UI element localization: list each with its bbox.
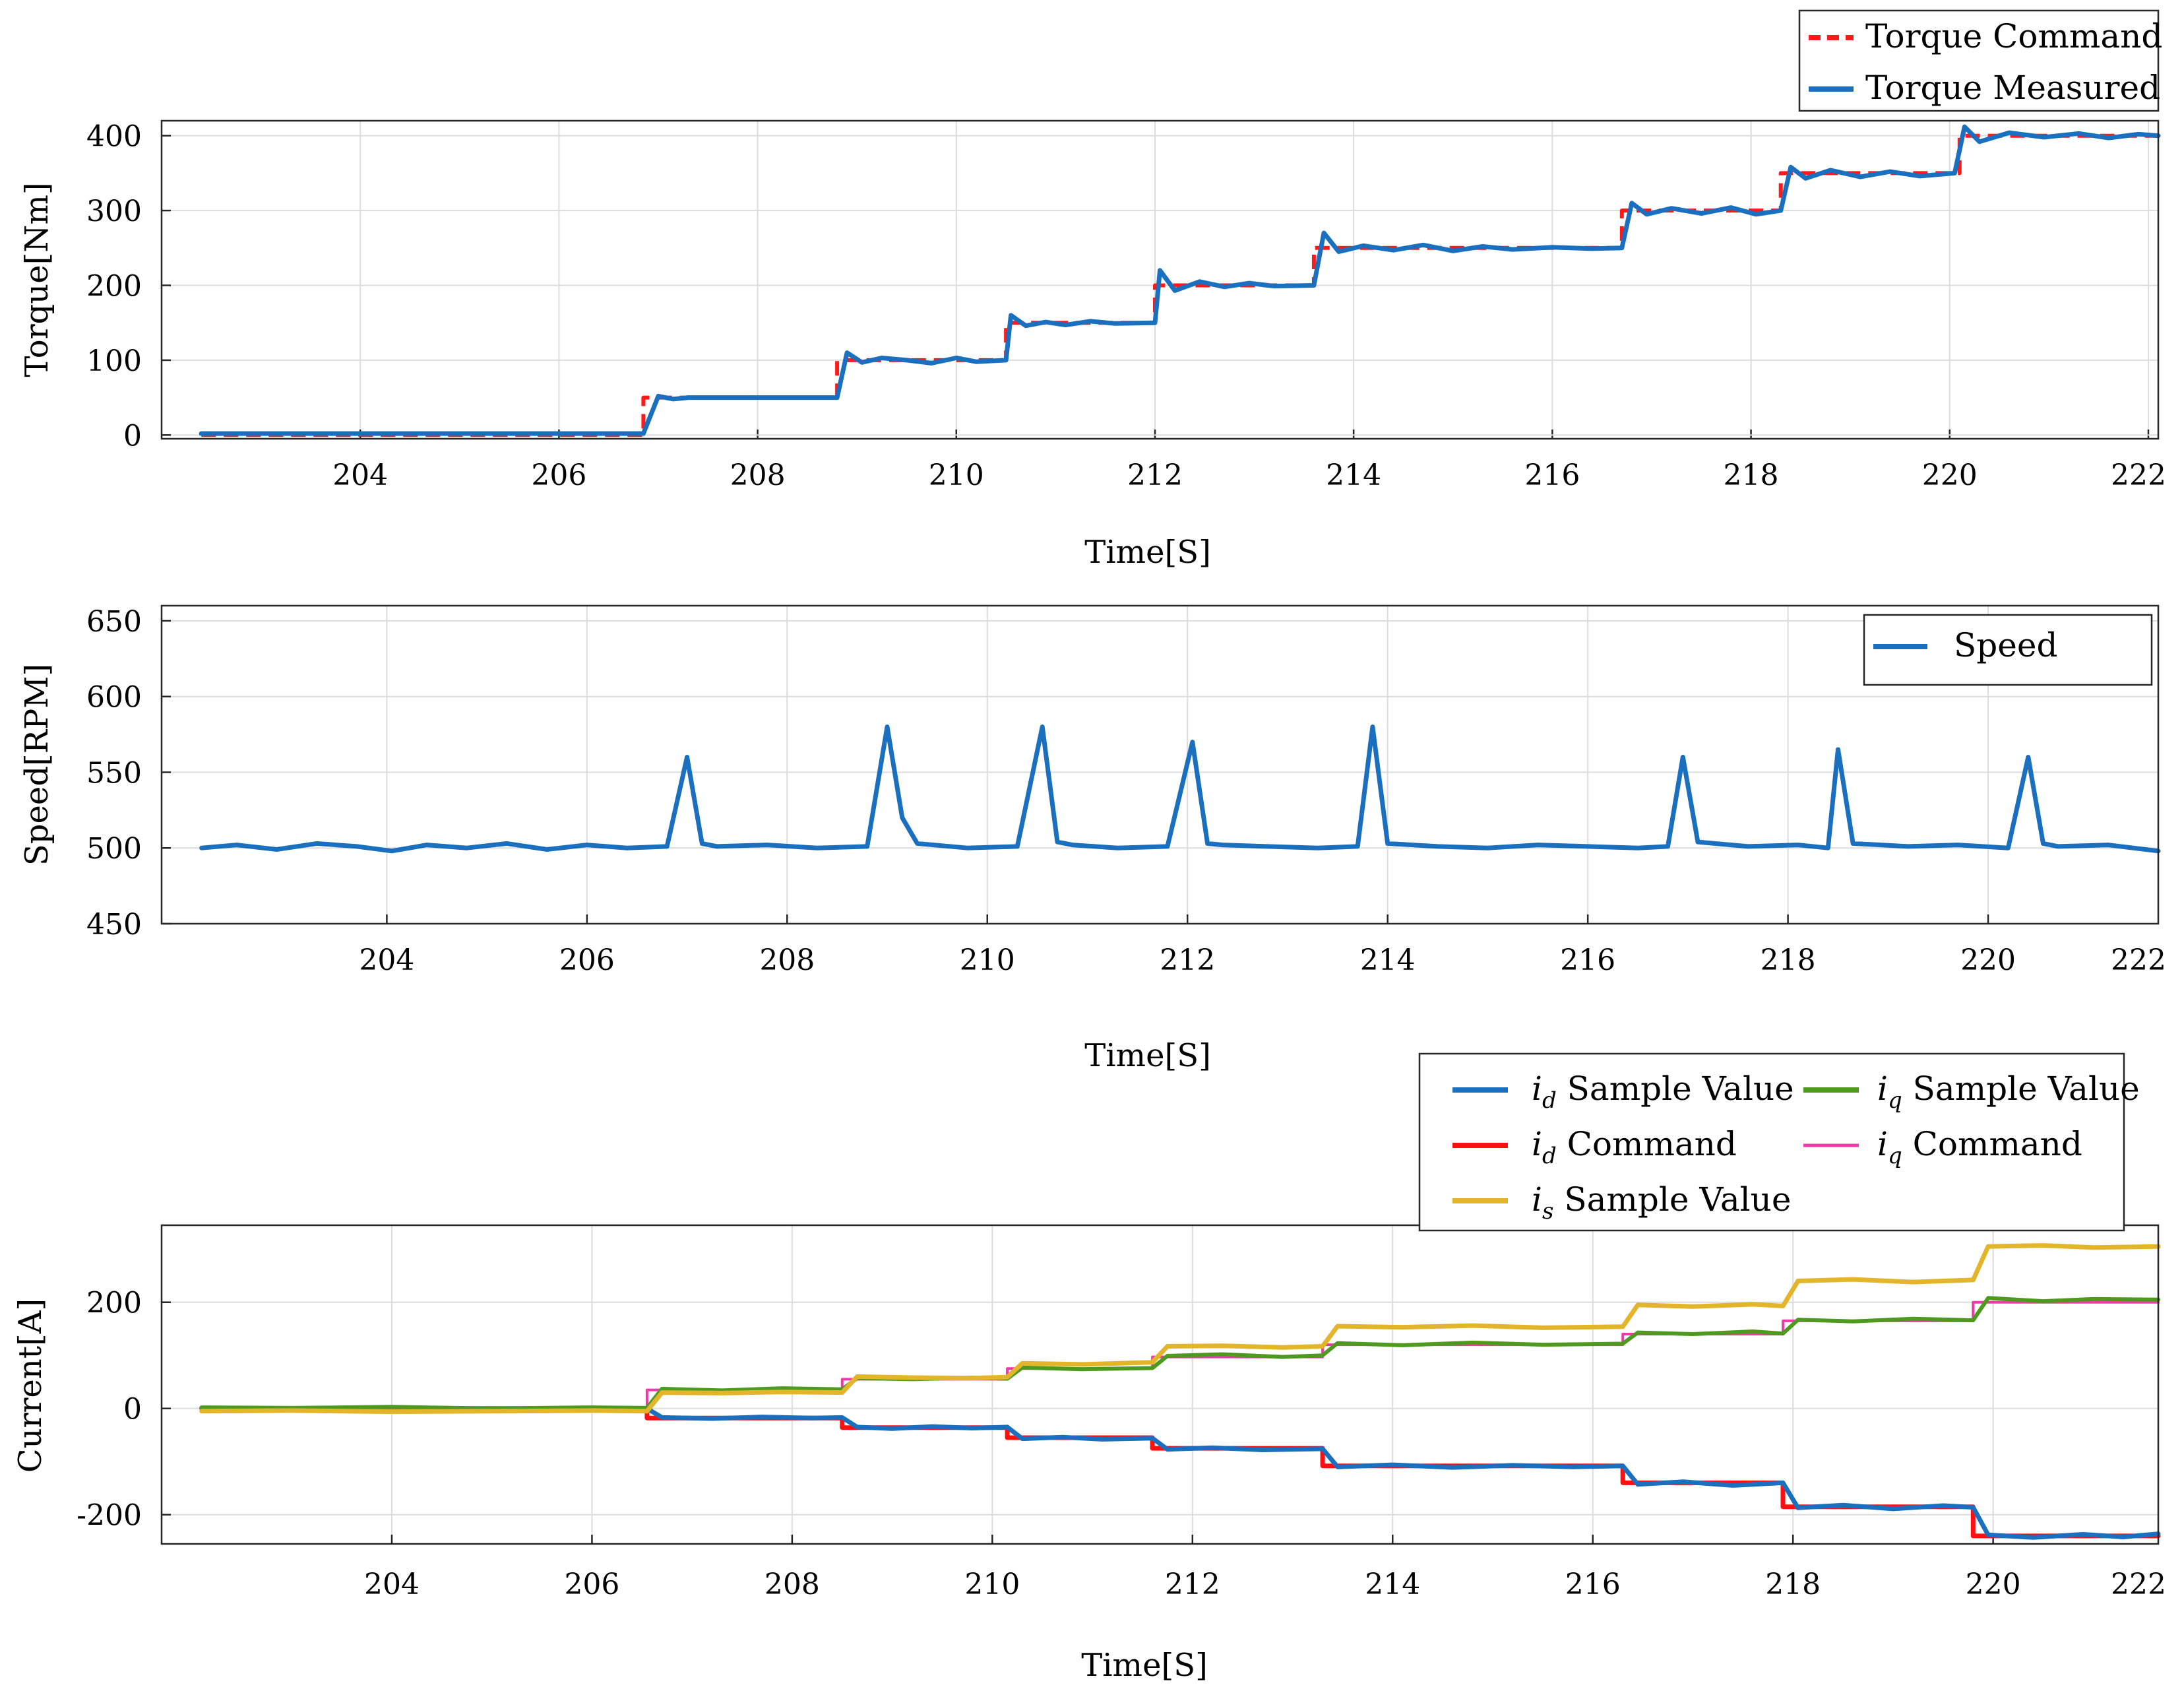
torque-panel: 204 206 208 210 212 214 216 218 220 222 0 100 200 300… [18,9,2166,571]
speed-ylabel: Speed[RPM] [18,664,55,866]
torque-series [199,124,2161,437]
speed-xtick-208: 208 [759,943,815,977]
torque-xtick-214: 214 [1326,459,1381,492]
speed-xtick-212: 212 [1160,943,1215,977]
speed-legend-label: Speed [1954,626,2057,664]
speed-xtick-204: 204 [359,943,414,977]
torque-xtick-218: 218 [1724,459,1779,492]
current-ytick-0: 0 [123,1393,142,1426]
torque-ytick-200: 200 [86,270,142,304]
current-series-id-s [199,1405,2161,1540]
current-xtick-204: 204 [364,1568,420,1601]
current-series [199,1243,2161,1540]
speed-legend-box [1863,614,2153,686]
speed-xtick-214: 214 [1360,943,1416,977]
speed-plot-frame [160,604,2160,925]
id-command-legend-label: id Command [1532,1125,1737,1169]
torque-legend-box [1798,9,2160,112]
current-xtick-212: 212 [1165,1568,1220,1601]
current-ylabel: Current[A] [12,1298,49,1473]
torque-legend: Torque Command Torque Measured [1798,9,2162,112]
torque-plot-frame [160,119,2160,440]
current-ytick--200: -200 [77,1499,142,1533]
speed-xtick-210: 210 [960,943,1015,977]
current-tick-labels: 204 206 208 210 212 214 216 218 220 222 -200 0 200 [77,1287,2166,1601]
current-gridlines [162,1225,2158,1544]
current-xtick-214: 214 [1365,1568,1420,1601]
speed-xtick-220: 220 [1960,943,2016,977]
current-xtick-216: 216 [1565,1568,1621,1601]
speed-ytick-650: 650 [86,605,142,639]
torque-tick-labels: 204 206 208 210 212 214 216 218 220 222 0 100 200 300… [86,120,2166,492]
iq-sample-legend-label: iq Sample Value [1877,1070,2140,1114]
speed-ytick-600: 600 [86,681,142,715]
current-xtick-222: 222 [2111,1568,2166,1601]
torque-ytick-100: 100 [86,344,142,378]
current-legend-box [1418,1052,2125,1232]
current-xtick-206: 206 [564,1568,619,1601]
current-series-iq-s [199,1296,2160,1411]
is-sample-legend-label: is Sample Value [1532,1180,1791,1225]
torque-ytick-400: 400 [86,120,142,154]
torque-series-meas [199,124,2161,436]
current-plot-area [162,1225,2158,1544]
speed-ytick-450: 450 [86,908,142,942]
torque-xtick-210: 210 [929,459,984,492]
torque-xtick-204: 204 [332,459,388,492]
torque-xtick-208: 208 [730,459,786,492]
torque-xtick-220: 220 [1922,459,1978,492]
id-sample-legend-label: id Sample Value [1532,1070,1794,1114]
speed-series [199,724,2161,854]
current-plot-frame [160,1224,2160,1545]
torque-ylabel: Torque[Nm] [18,182,55,377]
current-xtick-210: 210 [964,1568,1020,1601]
speed-gridlines [162,606,2158,925]
speed-xtick-218: 218 [1761,943,1816,977]
speed-series-speed [199,724,2161,854]
speed-xtick-222: 222 [2111,943,2166,977]
speed-plot-area [162,606,2158,924]
current-legend: id Sample Value iq Sample Value id Comma… [1418,1052,2140,1232]
speed-ytick-550: 550 [86,756,142,790]
current-ytick-200: 200 [86,1287,142,1320]
torque-xtick-216: 216 [1524,459,1580,492]
current-xtick-218: 218 [1765,1568,1821,1601]
current-panel: 204 206 208 210 212 214 216 218 220 222 -200 0 200 T… [12,1052,2166,1684]
torque-xlabel: Time[S] [1084,534,1211,571]
current-xlabel: Time[S] [1081,1647,1208,1684]
speed-legend: Speed [1863,614,2153,686]
current-series-is-s [199,1243,2161,1415]
torque-ytick-300: 300 [86,195,142,228]
torque-command-legend-label: Torque Command [1865,17,2162,55]
torque-ytick-0: 0 [123,419,142,453]
torque-measured-legend-label: Torque Measured [1865,69,2160,107]
speed-xtick-216: 216 [1560,943,1615,977]
speed-ytick-500: 500 [86,832,142,866]
torque-xtick-212: 212 [1127,459,1183,492]
speed-tick-labels: 204 206 208 210 212 214 216 218 220 222 450 500 550 6… [86,605,2166,977]
speed-xlabel: Time[S] [1084,1037,1211,1074]
current-xtick-208: 208 [764,1568,820,1601]
speed-panel: 204 206 208 210 212 214 216 218 220 222 450 500 550 6… [18,604,2166,1074]
iq-command-legend-label: iq Command [1877,1125,2082,1169]
current-xtick-220: 220 [1966,1568,2021,1601]
torque-xtick-206: 206 [531,459,586,492]
speed-xtick-206: 206 [559,943,615,977]
torque-xtick-222: 222 [2111,459,2166,492]
